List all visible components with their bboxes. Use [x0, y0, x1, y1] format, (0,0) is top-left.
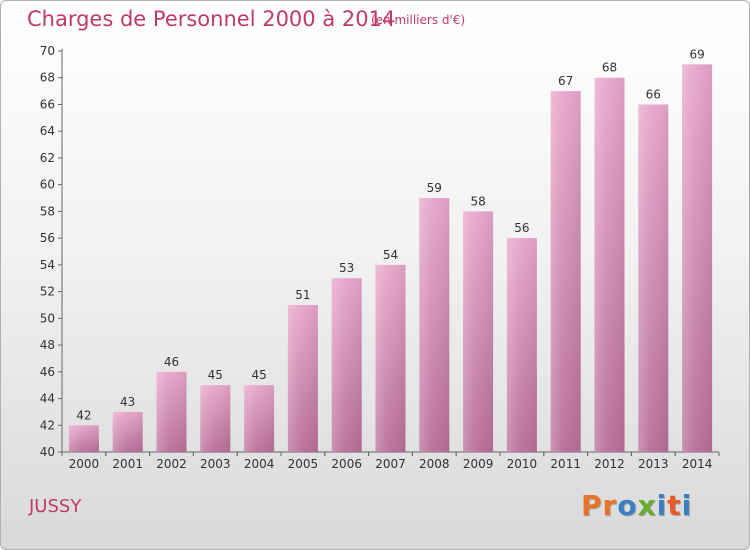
data-label-2001: 43 — [120, 395, 135, 409]
x-tick-label-2006: 2006 — [331, 457, 362, 471]
x-tick-label-2009: 2009 — [463, 457, 494, 471]
x-tick-label-2008: 2008 — [419, 457, 450, 471]
bar-shine-2005 — [287, 304, 318, 452]
x-tick-label-2013: 2013 — [638, 457, 669, 471]
bar-shine-2004 — [244, 385, 275, 452]
data-label-2005: 51 — [295, 288, 310, 302]
data-label-2000: 42 — [76, 408, 91, 422]
data-label-2004: 45 — [251, 368, 266, 382]
bar-shine-2003 — [200, 385, 231, 452]
y-tick-label: 52 — [40, 285, 55, 299]
y-tick-label: 54 — [40, 258, 55, 272]
data-label-2007: 54 — [383, 248, 398, 262]
y-tick-label: 44 — [40, 392, 55, 406]
data-label-2011: 67 — [558, 74, 573, 88]
chart-subtitle: (en milliers d'€) — [371, 13, 466, 27]
place-name: JUSSY — [29, 496, 82, 517]
data-label-2012: 68 — [602, 61, 617, 75]
x-tick-label-2011: 2011 — [550, 457, 581, 471]
x-tick-label-2003: 2003 — [200, 457, 231, 471]
bar-shine-2012 — [594, 77, 625, 452]
bar-shine-2006 — [331, 278, 362, 452]
logo-letter: i — [656, 489, 668, 522]
y-tick-label: 40 — [40, 445, 55, 459]
logo-letter: o — [617, 489, 638, 522]
data-label-2014: 69 — [689, 47, 704, 61]
chart-bars — [68, 64, 713, 452]
x-tick-label-2007: 2007 — [375, 457, 406, 471]
x-tick-label-2002: 2002 — [156, 457, 187, 471]
y-tick-label: 58 — [40, 204, 55, 218]
bar-shine-2011 — [550, 91, 581, 452]
data-label-2010: 56 — [514, 221, 529, 235]
logo-letter: t — [667, 489, 682, 522]
logo-letter: P — [581, 489, 603, 522]
bar-shine-2000 — [68, 425, 99, 452]
y-tick-label: 48 — [40, 338, 55, 352]
logo-letter: x — [637, 489, 657, 522]
y-tick-label: 64 — [40, 124, 55, 138]
data-label-2009: 58 — [470, 194, 485, 208]
chart-data-labels: 42 43 46 45 45 51 53 54 59 58 56 67 68 66 69 — [76, 47, 704, 422]
x-tick-label-2012: 2012 — [594, 457, 625, 471]
y-tick-label: 68 — [40, 71, 55, 85]
data-label-2003: 45 — [208, 368, 223, 382]
y-tick-label: 56 — [40, 231, 55, 245]
x-tick-label-2010: 2010 — [507, 457, 538, 471]
proxiti-logo: Proxiti — [581, 489, 692, 522]
chart-title: Charges de Personnel 2000 à 2014 — [27, 7, 396, 31]
logo-letter: i — [681, 489, 693, 522]
bar-shine-2014 — [682, 64, 713, 452]
bar-shine-2009 — [463, 211, 494, 452]
y-tick-label: 42 — [40, 418, 55, 432]
x-tick-label-2001: 2001 — [112, 457, 143, 471]
y-tick-label: 66 — [40, 97, 55, 111]
data-label-2002: 46 — [164, 355, 179, 369]
y-tick-label: 60 — [40, 178, 55, 192]
y-tick-label: 46 — [40, 365, 55, 379]
chart-axes: 40 42 44 46 48 50 52 54 56 58 60 62 64 66 68 70 2000 2001… — [40, 44, 720, 471]
y-tick-label: 70 — [40, 44, 55, 58]
y-tick-label: 50 — [40, 311, 55, 325]
bar-shine-2002 — [156, 371, 187, 452]
bar-shine-2007 — [375, 264, 406, 452]
y-tick-label: 62 — [40, 151, 55, 165]
data-label-2013: 66 — [646, 87, 661, 101]
x-tick-label-2014: 2014 — [682, 457, 713, 471]
x-tick-label-2000: 2000 — [69, 457, 100, 471]
x-tick-label-2004: 2004 — [244, 457, 275, 471]
bar-shine-2008 — [419, 198, 450, 452]
bar-shine-2013 — [638, 104, 669, 452]
bar-shine-2010 — [506, 238, 537, 452]
bar-shine-2001 — [112, 411, 143, 452]
x-tick-label-2005: 2005 — [288, 457, 319, 471]
logo-letter: r — [602, 489, 618, 522]
data-label-2006: 53 — [339, 261, 354, 275]
data-label-2008: 59 — [427, 181, 442, 195]
